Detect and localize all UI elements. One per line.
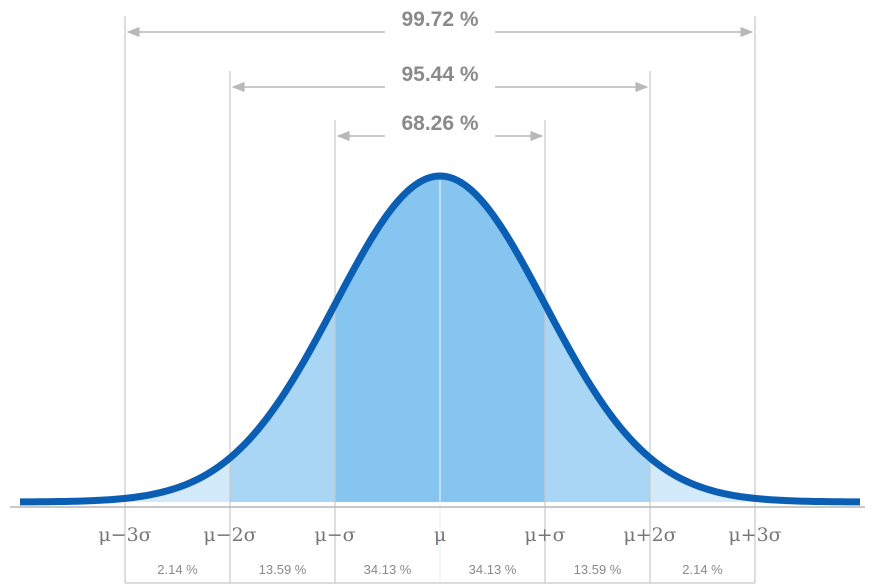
segment-percent-5: 2.14 % <box>682 562 723 577</box>
range-label-bg-1 <box>385 67 495 93</box>
segment-percent-0: 2.14 % <box>157 562 198 577</box>
band-segment-5 <box>650 457 755 502</box>
tick-label-minus3: μ−3σ <box>98 524 151 546</box>
sigma-gridlines <box>124 16 756 583</box>
segment-percent-2: 34.13 % <box>364 562 412 577</box>
segment-percent-3: 34.13 % <box>469 562 517 577</box>
band-segment-3 <box>440 176 545 502</box>
segment-percentages: 2.14 % 13.59 % 34.13 % 34.13 % 13.59 % 2.14 % <box>125 562 755 584</box>
tick-label-plus3: μ+3σ <box>728 524 781 546</box>
range-label-2: 68.26 % <box>401 112 478 135</box>
range-arrows: 99.72 % 95.44 % 68.26 % <box>126 8 754 142</box>
tick-label-plus2: μ+2σ <box>623 524 676 546</box>
segment-percent-1: 13.59 % <box>259 562 307 577</box>
tick-label-plus1: μ+σ <box>524 524 565 546</box>
range-label-bg-2 <box>385 116 495 142</box>
range-label-bg-0 <box>385 12 495 38</box>
normal-curve <box>19 172 861 506</box>
range-label-1: 95.44 % <box>401 63 478 86</box>
tick-labels: μ−3σ μ−2σ μ−σ μ μ+σ μ+2σ μ+3σ <box>98 524 781 546</box>
tick-label-minus2: μ−2σ <box>203 524 256 546</box>
band-segment-2 <box>335 176 440 502</box>
segment-percent-4: 13.59 % <box>574 562 622 577</box>
tick-label-minus1: μ−σ <box>314 524 355 546</box>
tick-label-plus0: μ <box>434 524 446 546</box>
range-label-0: 99.72 % <box>401 8 478 31</box>
band-segment-0 <box>125 457 230 502</box>
